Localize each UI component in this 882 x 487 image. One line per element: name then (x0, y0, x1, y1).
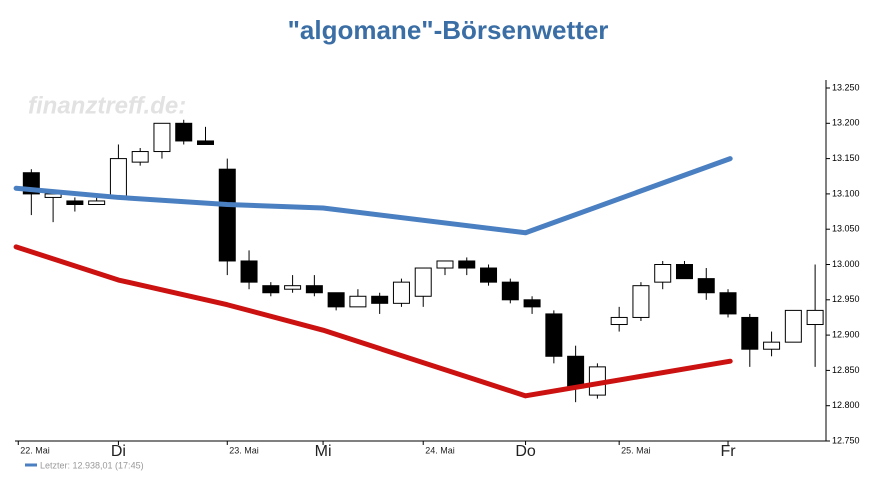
candle-body (697, 278, 715, 294)
candle-body (610, 316, 628, 326)
candle-body (501, 281, 519, 301)
x-tick-label: 22. Mai (20, 445, 50, 455)
x-tick-label: Di (111, 443, 126, 460)
candle-body (741, 316, 759, 350)
candle-body (632, 285, 650, 318)
x-tick-label: Do (515, 443, 536, 460)
y-tick-label: 13.100 (832, 188, 860, 198)
x-tick-label: 25. Mai (621, 445, 651, 455)
watermark: finanztreff.de: (28, 92, 186, 119)
candle-body (675, 264, 693, 280)
y-tick-label: 12.750 (832, 435, 860, 445)
y-tick-label: 13.050 (832, 224, 860, 234)
line-series (13, 244, 733, 399)
candle-body (436, 260, 454, 269)
candle-body (131, 151, 149, 163)
candle-body (240, 260, 258, 283)
candle-body (480, 267, 498, 283)
candle-body (719, 292, 737, 315)
y-tick-label: 13.000 (832, 259, 860, 269)
candle-body (66, 200, 84, 205)
candle-body (197, 140, 215, 145)
candle-body (349, 295, 367, 308)
candle-body (371, 295, 389, 304)
candle-body (218, 168, 236, 262)
candle-body (763, 341, 781, 350)
candle-body (458, 260, 476, 269)
line-series (13, 156, 733, 236)
chart-title: "algomane"-Börsenwetter (288, 15, 609, 45)
candle-body (153, 122, 171, 153)
candle-body (327, 292, 345, 308)
candle-body (414, 267, 432, 297)
candle-body (88, 200, 106, 205)
candle-body (305, 285, 323, 294)
x-tick-label: 23. Mai (229, 445, 259, 455)
candle-body (545, 313, 563, 357)
legend-label: Letzter: 12.938,01 (17:45) (40, 460, 144, 470)
y-tick-label: 12.800 (832, 400, 860, 410)
y-tick-label: 12.850 (832, 365, 860, 375)
candle-body (109, 158, 127, 198)
candle-body (567, 355, 585, 389)
y-tick-label: 13.250 (832, 82, 860, 92)
x-tick-label: Mi (315, 443, 332, 460)
x-tick-label: 24. Mai (425, 445, 455, 455)
y-tick-label: 12.900 (832, 329, 860, 339)
candle-body (784, 309, 802, 343)
candle-body (654, 264, 672, 283)
candle-body (392, 281, 410, 304)
candle-body (175, 122, 193, 142)
candle-body (523, 299, 541, 308)
candle-body (806, 309, 824, 326)
y-tick-label: 13.200 (832, 118, 860, 128)
y-tick-label: 12.950 (832, 294, 860, 304)
candle-body (262, 285, 280, 294)
x-tick-label: Fr (720, 443, 736, 460)
candle-body (284, 285, 302, 290)
y-tick-label: 13.150 (832, 153, 860, 163)
